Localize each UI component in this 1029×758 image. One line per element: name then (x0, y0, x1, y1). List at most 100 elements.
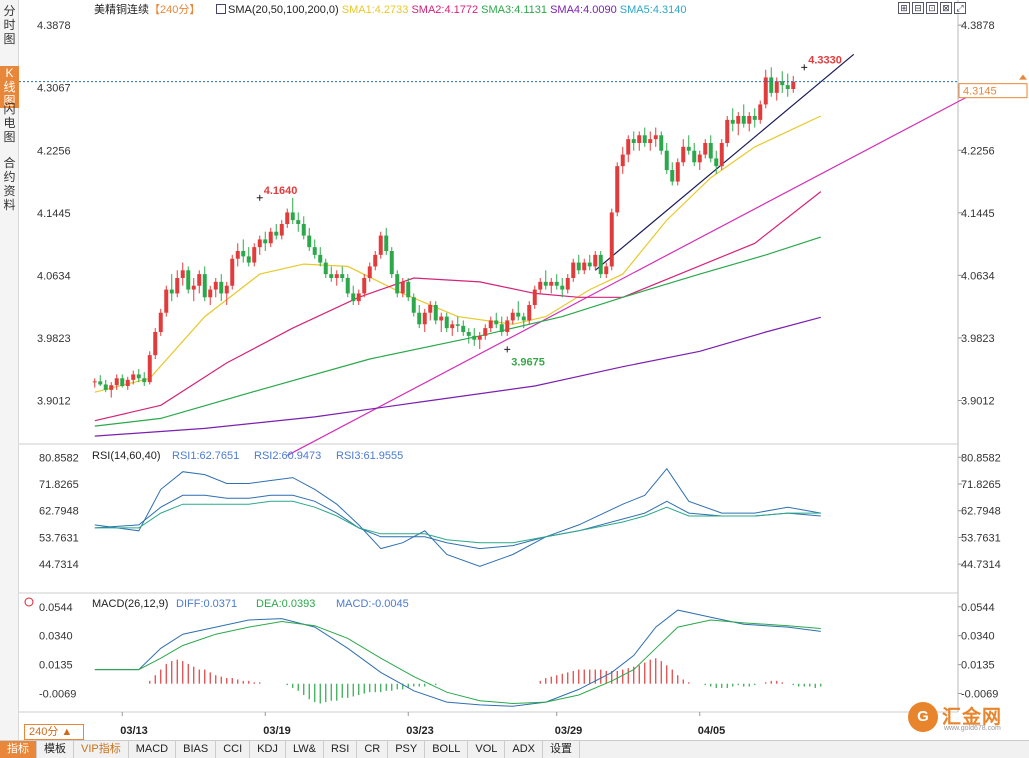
candle-body[interactable] (164, 289, 169, 313)
indicator-tab-lw&[interactable]: LW& (286, 741, 324, 758)
candle-body[interactable] (406, 281, 411, 298)
indicator-tab-bias[interactable]: BIAS (176, 741, 217, 758)
candle-body[interactable] (301, 224, 306, 236)
candle-body[interactable] (428, 305, 433, 313)
candle-body[interactable] (637, 135, 642, 143)
period-selector[interactable]: 240分 ▲ (24, 724, 84, 740)
candle-body[interactable] (461, 325, 466, 332)
candle-body[interactable] (708, 143, 713, 159)
candle-body[interactable] (312, 247, 317, 255)
candle-body[interactable] (466, 332, 471, 336)
candle-body[interactable] (334, 274, 339, 278)
candle-body[interactable] (356, 293, 361, 302)
candle-body[interactable] (186, 270, 191, 290)
candle-body[interactable] (604, 266, 609, 275)
candle-body[interactable] (450, 324, 455, 329)
candle-body[interactable] (252, 247, 257, 263)
candle-body[interactable] (323, 262, 328, 275)
candle-body[interactable] (725, 119, 730, 143)
candle-body[interactable] (714, 158, 719, 167)
candle-body[interactable] (780, 81, 785, 86)
candle-body[interactable] (571, 262, 576, 278)
candle-body[interactable] (697, 154, 702, 163)
trend-line-1[interactable] (286, 92, 976, 456)
candle-body[interactable] (274, 231, 279, 236)
candle-body[interactable] (703, 143, 708, 155)
candle-body[interactable] (367, 266, 372, 278)
candle-body[interactable] (125, 379, 130, 386)
candle-body[interactable] (213, 281, 218, 290)
candle-body[interactable] (279, 224, 284, 236)
candle-body[interactable] (92, 381, 97, 383)
indicator-tab-adx[interactable]: ADX (505, 741, 543, 758)
candle-body[interactable] (670, 170, 675, 182)
candle-body[interactable] (290, 212, 295, 221)
candle-body[interactable] (543, 281, 548, 286)
candle-body[interactable] (609, 212, 614, 267)
candle-body[interactable] (307, 235, 312, 248)
candle-body[interactable] (114, 378, 119, 386)
candle-body[interactable] (268, 231, 273, 244)
candle-body[interactable] (719, 143, 724, 167)
candle-body[interactable] (147, 355, 152, 383)
candle-body[interactable] (576, 262, 581, 271)
candle-body[interactable] (758, 104, 763, 120)
candle-body[interactable] (631, 139, 636, 143)
candle-body[interactable] (158, 312, 163, 332)
candle-body[interactable] (378, 235, 383, 255)
candle-body[interactable] (532, 289, 537, 305)
indicator-tab-kdj[interactable]: KDJ (250, 741, 286, 758)
candle-body[interactable] (472, 335, 477, 340)
candle-body[interactable] (103, 384, 108, 390)
candle-body[interactable] (664, 150, 669, 170)
chart-canvas[interactable]: 4.38784.38784.30674.30674.22564.22564.14… (19, 0, 1029, 740)
candle-body[interactable] (510, 312, 515, 321)
candle-body[interactable] (730, 119, 735, 124)
candle-body[interactable] (373, 254, 378, 267)
candle-body[interactable] (741, 116, 746, 124)
candle-body[interactable] (439, 316, 444, 321)
candle-body[interactable] (521, 316, 526, 321)
candle-body[interactable] (653, 135, 658, 140)
candle-body[interactable] (109, 385, 114, 390)
indicator-tab-设置[interactable]: 设置 (543, 741, 580, 758)
candle-body[interactable] (582, 262, 587, 271)
candle-body[interactable] (400, 281, 405, 294)
candle-body[interactable] (565, 278, 570, 290)
candle-body[interactable] (285, 212, 290, 224)
toolbar-button-3[interactable]: ⊠ (940, 2, 952, 14)
candle-body[interactable] (593, 254, 598, 267)
candle-body[interactable] (692, 150, 697, 163)
toolbar-button-4[interactable]: ⤢ (954, 2, 966, 14)
candle-body[interactable] (153, 332, 158, 356)
candle-body[interactable] (180, 270, 185, 278)
indicator-tab-psy[interactable]: PSY (388, 741, 426, 758)
candle-body[interactable] (549, 281, 554, 286)
candle-body[interactable] (769, 77, 774, 93)
indicator-tab-boll[interactable]: BOLL (425, 741, 469, 758)
candle-body[interactable] (257, 239, 262, 248)
candle-body[interactable] (422, 312, 427, 325)
sma-settings-icon[interactable] (216, 4, 226, 14)
indicator-tab-macd[interactable]: MACD (129, 741, 177, 758)
left-tab-3[interactable]: 合约资料 (3, 156, 16, 212)
candle-body[interactable] (169, 289, 174, 294)
candle-body[interactable] (477, 335, 482, 340)
trend-line-2[interactable] (594, 53, 855, 271)
toolbar-button-0[interactable]: ⊞ (898, 2, 910, 14)
candle-body[interactable] (131, 374, 136, 380)
candle-body[interactable] (620, 154, 625, 167)
candle-body[interactable] (648, 139, 653, 143)
candle-body[interactable] (785, 85, 790, 89)
candle-body[interactable] (329, 274, 334, 278)
candle-body[interactable] (197, 274, 202, 286)
candle-body[interactable] (417, 312, 422, 325)
candle-body[interactable] (774, 81, 779, 93)
indicator-tab-模板[interactable]: 模板 (37, 741, 74, 758)
candle-body[interactable] (444, 316, 449, 329)
candle-body[interactable] (483, 328, 488, 336)
candle-body[interactable] (175, 278, 180, 294)
candle-body[interactable] (494, 320, 499, 325)
candle-body[interactable] (235, 251, 240, 259)
